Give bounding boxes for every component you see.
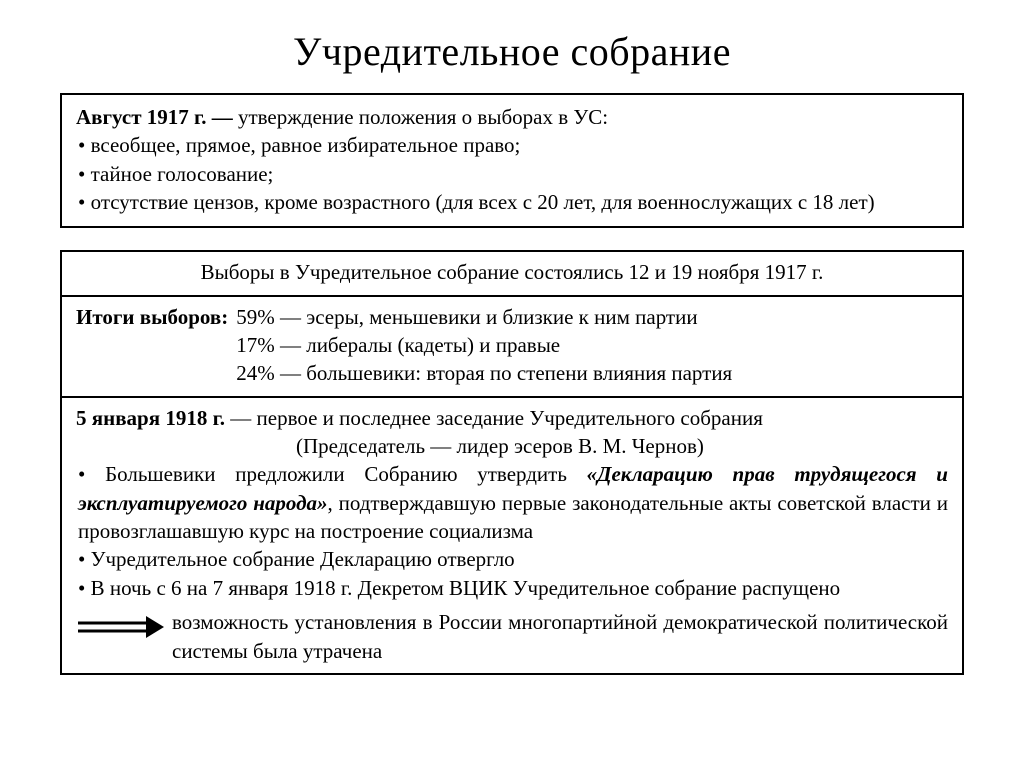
arrow-icon xyxy=(76,608,172,640)
provisions-item: всеобщее, прямое, равное избирательное п… xyxy=(78,131,948,159)
conclusion-text: возможность установления в России многоп… xyxy=(172,608,948,665)
provisions-list: всеобщее, прямое, равное избирательное п… xyxy=(76,131,948,216)
results-lines: 59% — эсеры, меньшевики и близкие к ним … xyxy=(236,303,948,388)
provisions-item: отсутствие цензов, кроме возрастного (дл… xyxy=(78,188,948,216)
jan5-line2: (Председатель — лидер эсеров В. М. Черно… xyxy=(76,432,948,460)
provisions-heading-rest: утверждение положения о выборах в УС: xyxy=(233,105,608,129)
provisions-box: Август 1917 г. — утверждение положения о… xyxy=(60,93,964,228)
results-line: 59% — эсеры, меньшевики и близкие к ним … xyxy=(236,303,948,331)
page-title: Учредительное собрание xyxy=(60,28,964,75)
events-item-pre: Большевики предложили Собранию утвердить xyxy=(105,462,587,486)
events-item: Большевики предложили Собранию утвердить… xyxy=(78,460,948,545)
jan5-line1: 5 января 1918 г. — первое и последнее за… xyxy=(76,404,948,432)
assembly-box: Выборы в Учредительное собрание состояли… xyxy=(60,250,964,674)
events-item: Учредительное собрание Декларацию отверг… xyxy=(78,545,948,573)
results-section: Итоги выборов: 59% — эсеры, меньшевики и… xyxy=(62,295,962,396)
jan5-rest: — первое и последнее заседание Учредител… xyxy=(225,406,763,430)
results-line: 17% — либералы (кадеты) и правые xyxy=(236,331,948,359)
events-list: Большевики предложили Собранию утвердить… xyxy=(76,460,948,602)
elections-date-line: Выборы в Учредительное собрание состояли… xyxy=(62,252,962,294)
provisions-heading-date: Август 1917 г. — xyxy=(76,105,233,129)
events-item-pre: Учредительное собрание Декларацию отверг… xyxy=(91,547,515,571)
events-item-pre: В ночь с 6 на 7 января 1918 г. Декретом … xyxy=(91,576,841,600)
results-label: Итоги выборов: xyxy=(76,303,236,388)
page: Учредительное собрание Август 1917 г. — … xyxy=(0,0,1024,695)
jan5-date: 5 января 1918 г. xyxy=(76,406,225,430)
results-line: 24% — большевики: вторая по степени влия… xyxy=(236,359,948,387)
meeting-section: 5 января 1918 г. — первое и последнее за… xyxy=(62,396,962,673)
events-item: В ночь с 6 на 7 января 1918 г. Декретом … xyxy=(78,574,948,602)
conclusion-row: возможность установления в России многоп… xyxy=(76,608,948,665)
provisions-heading: Август 1917 г. — утверждение положения о… xyxy=(76,103,948,131)
provisions-item: тайное голосование; xyxy=(78,160,948,188)
